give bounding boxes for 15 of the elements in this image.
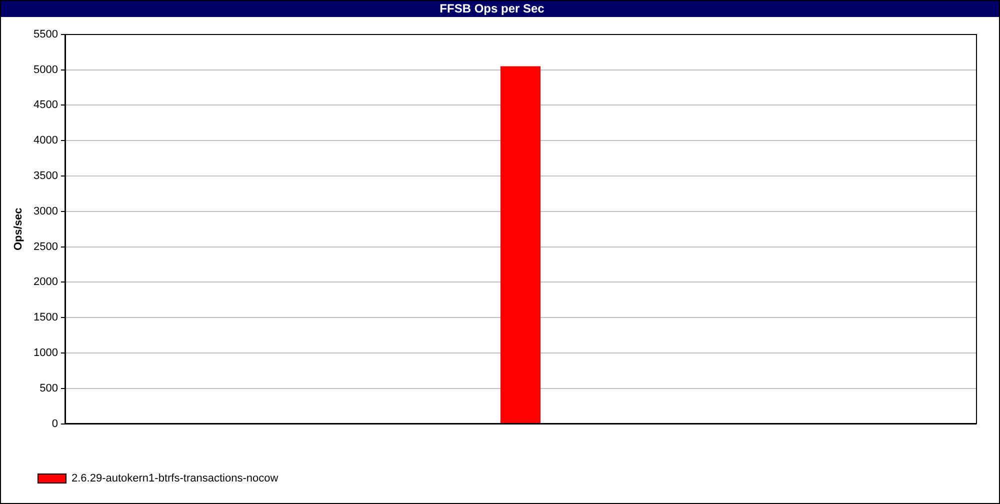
y-tick-label: 5500 (34, 28, 58, 40)
y-tick-label: 1500 (34, 312, 58, 324)
y-tick-label: 4000 (34, 134, 58, 147)
legend-label: 2.6.29-autokern1-btrfs-transactions-nocow (72, 472, 278, 485)
y-tick-label: 500 (40, 382, 58, 394)
y-tick-label: 2000 (34, 276, 58, 288)
y-tick-label: 3500 (34, 170, 58, 182)
chart-title: FFSB Ops per Sec (440, 2, 545, 16)
y-tick-label: 2500 (34, 240, 58, 253)
y-tick-label: 5000 (34, 64, 58, 76)
y-tick-label: 1000 (34, 347, 58, 360)
y-axis-title: Ops/sec (12, 208, 25, 251)
y-tick-label: 4500 (34, 99, 58, 112)
y-tick-label: 0 (52, 418, 58, 430)
y-tick-label: 3000 (34, 205, 58, 218)
